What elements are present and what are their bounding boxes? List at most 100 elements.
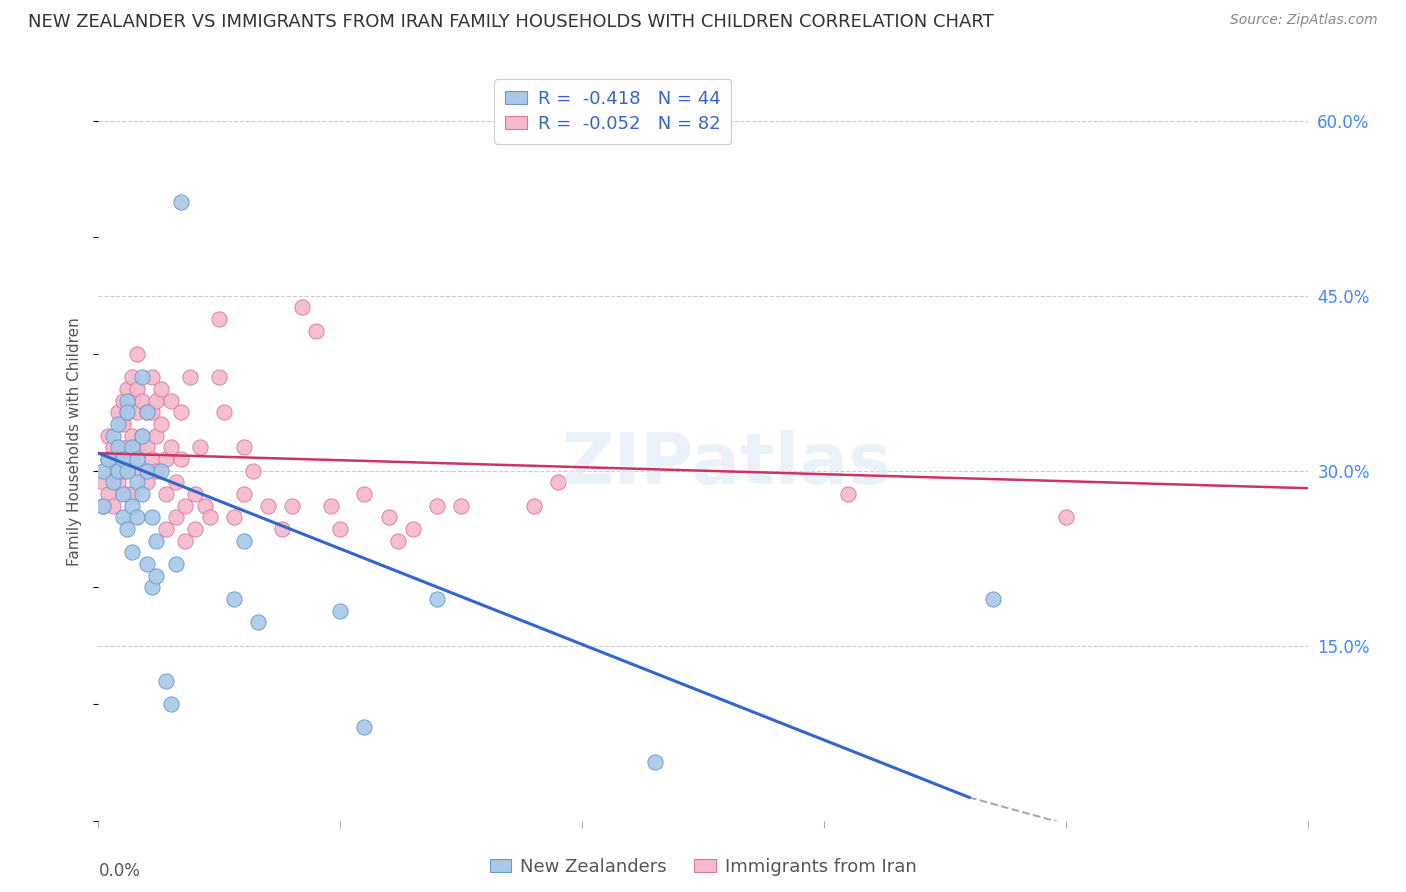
Point — [131, 370, 153, 384]
Point — [208, 370, 231, 384]
Point — [127, 405, 149, 419]
Point — [169, 195, 191, 210]
Point — [402, 522, 425, 536]
Point — [644, 756, 666, 770]
Point — [319, 499, 342, 513]
Point — [131, 487, 153, 501]
Point — [91, 499, 114, 513]
Point — [837, 487, 859, 501]
Point — [198, 510, 221, 524]
Point — [117, 441, 139, 455]
Point — [117, 487, 139, 501]
Point — [145, 533, 167, 548]
Point — [145, 393, 167, 408]
Point — [135, 475, 157, 490]
Point — [1054, 510, 1077, 524]
Point — [232, 487, 254, 501]
Point — [329, 522, 352, 536]
Point — [111, 393, 134, 408]
Point — [107, 441, 129, 455]
Point — [135, 557, 157, 571]
Point — [141, 510, 163, 524]
Point — [121, 545, 143, 559]
Point — [212, 405, 235, 419]
Point — [194, 499, 217, 513]
Point — [523, 499, 546, 513]
Point — [111, 510, 134, 524]
Point — [184, 522, 207, 536]
Text: ZIPatlas: ZIPatlas — [562, 430, 893, 499]
Point — [377, 510, 399, 524]
Point — [160, 393, 183, 408]
Point — [91, 499, 114, 513]
Point — [121, 487, 143, 501]
Point — [121, 499, 143, 513]
Point — [281, 499, 304, 513]
Point — [111, 417, 134, 431]
Point — [145, 464, 167, 478]
Point — [981, 592, 1004, 607]
Point — [256, 499, 278, 513]
Point — [426, 592, 449, 607]
Point — [135, 405, 157, 419]
Point — [150, 464, 173, 478]
Point — [91, 475, 114, 490]
Point — [127, 441, 149, 455]
Point — [117, 393, 139, 408]
Point — [117, 522, 139, 536]
Point — [232, 533, 254, 548]
Point — [121, 393, 143, 408]
Point — [111, 452, 134, 467]
Point — [127, 475, 149, 490]
Point — [101, 464, 124, 478]
Point — [247, 615, 270, 630]
Legend: R =  -0.418   N = 44, R =  -0.052   N = 82: R = -0.418 N = 44, R = -0.052 N = 82 — [495, 79, 731, 144]
Point — [131, 428, 153, 442]
Point — [135, 464, 157, 478]
Point — [174, 533, 197, 548]
Point — [547, 475, 569, 490]
Point — [141, 452, 163, 467]
Point — [145, 568, 167, 582]
Text: Source: ZipAtlas.com: Source: ZipAtlas.com — [1230, 13, 1378, 28]
Point — [188, 441, 211, 455]
Point — [101, 499, 124, 513]
Point — [305, 324, 328, 338]
Point — [165, 557, 187, 571]
Legend: New Zealanders, Immigrants from Iran: New Zealanders, Immigrants from Iran — [482, 851, 924, 883]
Text: 0.0%: 0.0% — [98, 863, 141, 880]
Point — [145, 428, 167, 442]
Point — [131, 464, 153, 478]
Point — [107, 417, 129, 431]
Point — [141, 405, 163, 419]
Point — [101, 441, 124, 455]
Point — [169, 452, 191, 467]
Point — [271, 522, 294, 536]
Point — [121, 370, 143, 384]
Point — [155, 487, 177, 501]
Point — [111, 464, 134, 478]
Point — [169, 405, 191, 419]
Point — [107, 475, 129, 490]
Point — [91, 464, 114, 478]
Point — [117, 382, 139, 396]
Point — [97, 428, 120, 442]
Point — [155, 522, 177, 536]
Point — [117, 405, 139, 419]
Point — [97, 452, 120, 467]
Point — [179, 370, 201, 384]
Point — [222, 510, 245, 524]
Point — [232, 441, 254, 455]
Point — [107, 452, 129, 467]
Point — [150, 382, 173, 396]
Point — [117, 405, 139, 419]
Point — [150, 417, 173, 431]
Point — [101, 428, 124, 442]
Point — [127, 382, 149, 396]
Point — [141, 580, 163, 594]
Point — [290, 301, 312, 315]
Point — [131, 428, 153, 442]
Point — [160, 697, 183, 711]
Point — [127, 510, 149, 524]
Text: NEW ZEALANDER VS IMMIGRANTS FROM IRAN FAMILY HOUSEHOLDS WITH CHILDREN CORRELATIO: NEW ZEALANDER VS IMMIGRANTS FROM IRAN FA… — [28, 13, 994, 31]
